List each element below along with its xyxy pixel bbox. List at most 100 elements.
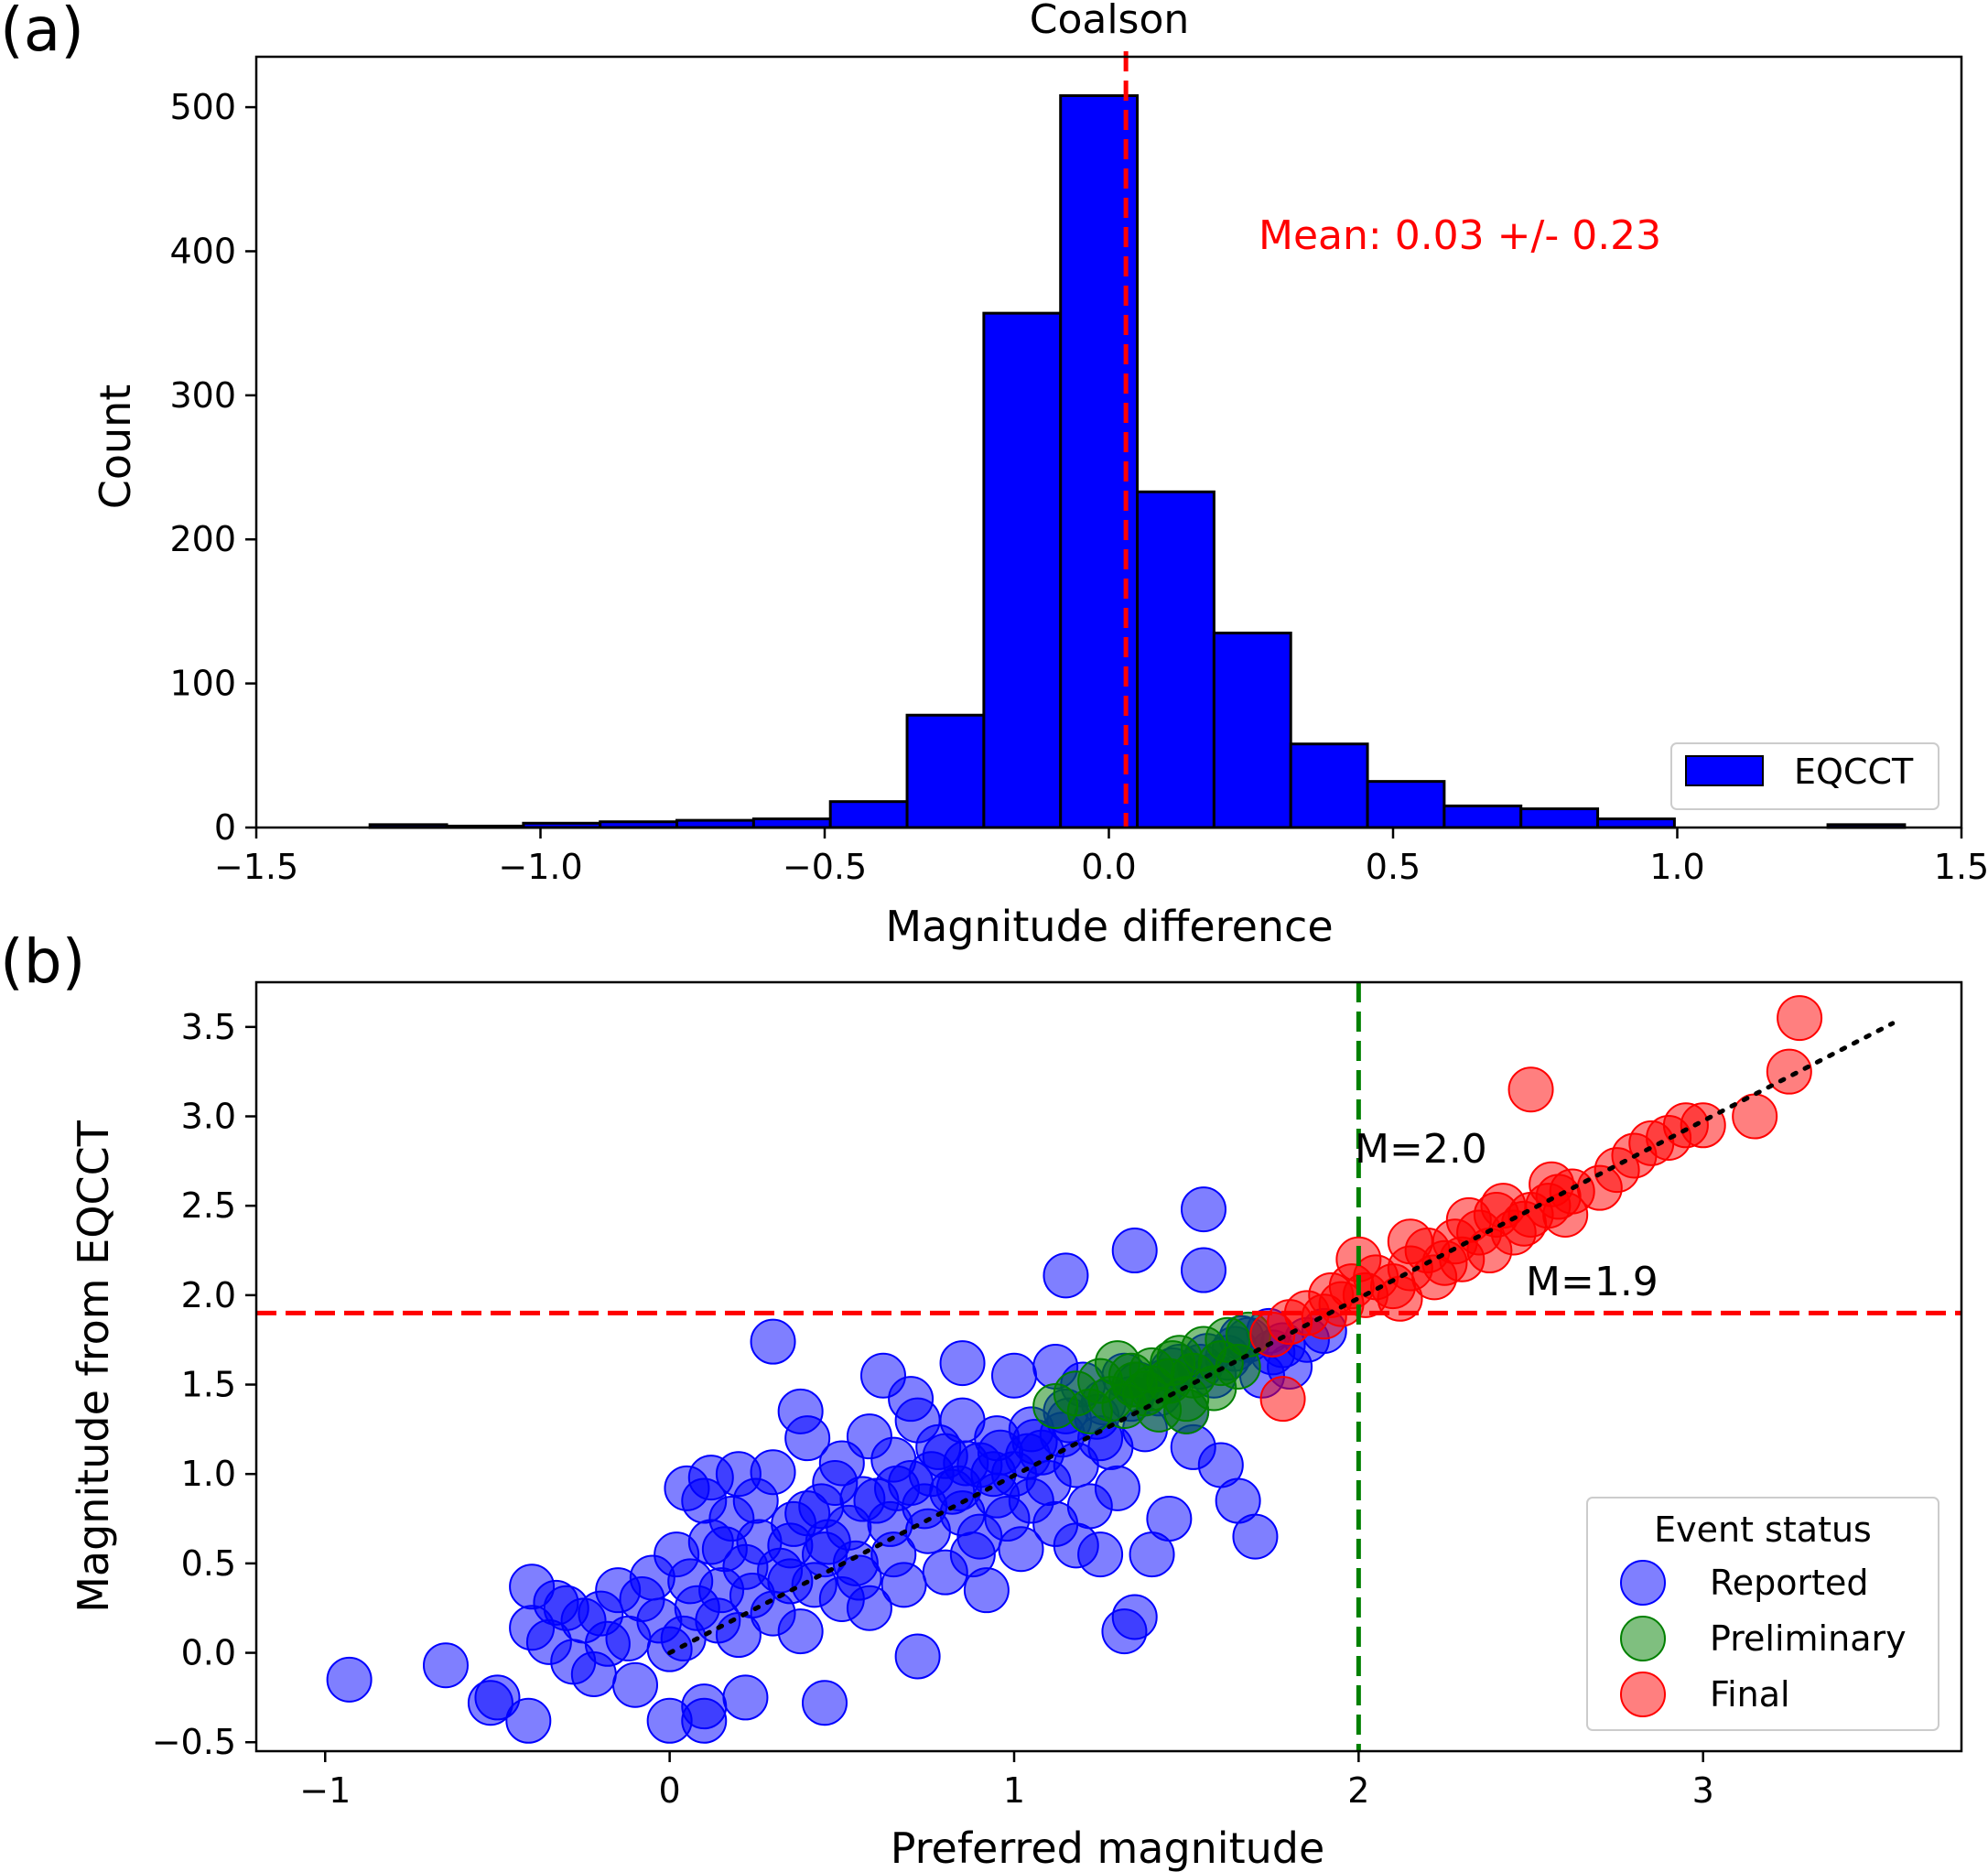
scatter-point-reported bbox=[1053, 1522, 1099, 1569]
histogram-bar bbox=[1212, 632, 1292, 829]
scatter-point-reported bbox=[998, 1526, 1044, 1573]
label-m19: M=1.9 bbox=[1526, 1259, 1658, 1305]
scatter-point-reported bbox=[1181, 1186, 1226, 1233]
scatter-point-final bbox=[1766, 1048, 1812, 1095]
legend-title: Event status bbox=[1654, 1510, 1872, 1550]
scatter-point-reported bbox=[543, 1585, 589, 1631]
x-tick-label: 2 bbox=[1347, 1770, 1369, 1811]
scatter-point-final bbox=[1480, 1183, 1527, 1229]
histogram-bar bbox=[828, 800, 909, 829]
histogram-bar bbox=[1442, 804, 1523, 829]
y-tick-label: 100 bbox=[169, 664, 236, 704]
legend-marker-preliminary bbox=[1620, 1616, 1666, 1661]
scatter-point-final bbox=[1680, 1102, 1726, 1149]
x-tick-label: 3 bbox=[1692, 1770, 1714, 1811]
scatter-point-final bbox=[1732, 1093, 1778, 1140]
fit-line bbox=[667, 1021, 1896, 1656]
scatter-point-reported bbox=[722, 1674, 769, 1721]
scatter-point-reported bbox=[681, 1697, 728, 1744]
scatter-point-reported bbox=[619, 1575, 665, 1622]
histogram-x-label: Magnitude difference bbox=[885, 902, 1333, 951]
y-tick-label: 2.0 bbox=[181, 1275, 236, 1315]
scatter-point-reported bbox=[939, 1340, 986, 1387]
histogram-x-ticks: −1.5 −1.0 −0.5 0.0 0.5 1.0 1.5 bbox=[214, 828, 1988, 887]
scatter-point-reported bbox=[777, 1608, 824, 1655]
scatter-axes-frame bbox=[254, 980, 1963, 1753]
histogram-bar bbox=[1366, 780, 1446, 829]
scatter-point-reported bbox=[881, 1562, 927, 1608]
x-tick-label: 0.5 bbox=[1366, 847, 1421, 887]
scatter-point-reported bbox=[750, 1318, 796, 1365]
scatter-point-reported bbox=[1043, 1252, 1089, 1299]
y-tick-label: 3.5 bbox=[181, 1007, 236, 1047]
scatter-legend-box bbox=[1586, 1497, 1939, 1731]
panel-label-b: (b) bbox=[0, 926, 85, 997]
legend-label-preliminary: Preliminary bbox=[1710, 1618, 1907, 1659]
y-tick-label: −0.5 bbox=[152, 1722, 236, 1762]
x-tick-label: 1 bbox=[1003, 1770, 1025, 1811]
scatter-point-final bbox=[1259, 1376, 1306, 1423]
scatter-point-reported bbox=[681, 1477, 728, 1524]
scatter-point-reported bbox=[1094, 1465, 1140, 1511]
panel-label-a: (a) bbox=[0, 0, 84, 65]
legend-label-reported: Reported bbox=[1710, 1563, 1868, 1603]
x-tick-label: 1.5 bbox=[1934, 847, 1988, 887]
histogram-bar bbox=[1136, 490, 1215, 829]
histogram-title: Coalson bbox=[1030, 0, 1190, 43]
x-tick-label: 0 bbox=[659, 1770, 681, 1811]
y-tick-label: 200 bbox=[169, 519, 236, 559]
scatter-point-reported bbox=[1181, 1247, 1226, 1293]
scatter-x-ticks: −1 0 1 2 3 bbox=[299, 1751, 1714, 1811]
histogram-panel: (a) Coalson Mean: 0.03 +/- 0.23 EQCCT −1… bbox=[0, 0, 1988, 951]
scatter-point-reported bbox=[1101, 1608, 1148, 1655]
legend-swatch-eqcct bbox=[1685, 755, 1764, 786]
scatter-x-label: Preferred magnitude bbox=[891, 1823, 1325, 1872]
histogram-bar bbox=[1596, 817, 1676, 829]
y-tick-label: 1.0 bbox=[181, 1454, 236, 1494]
scatter-point-preliminary bbox=[1150, 1340, 1196, 1387]
scatter-point-reported bbox=[991, 1352, 1037, 1399]
x-tick-label: −1.0 bbox=[498, 847, 582, 887]
histogram-y-ticks: 0 100 200 300 400 500 bbox=[169, 87, 256, 848]
scatter-point-reported bbox=[584, 1620, 631, 1667]
scatter-plot-area bbox=[256, 982, 1961, 1751]
legend-label-final: Final bbox=[1710, 1674, 1790, 1715]
histogram-bar bbox=[1519, 807, 1600, 829]
legend-label-eqcct: EQCCT bbox=[1794, 752, 1914, 792]
scatter-point-reported bbox=[715, 1451, 762, 1498]
scatter-point-final bbox=[1549, 1168, 1595, 1215]
scatter-point-reported bbox=[777, 1388, 824, 1434]
scatter-point-reported bbox=[894, 1633, 941, 1680]
histogram-bar bbox=[982, 311, 1063, 829]
legend-marker-reported bbox=[1620, 1560, 1666, 1606]
scatter-point-reported bbox=[802, 1680, 848, 1726]
scatter-y-label: Magnitude from EQCCT bbox=[69, 1120, 118, 1613]
x-tick-label: 0.0 bbox=[1081, 847, 1136, 887]
y-tick-label: 3.0 bbox=[181, 1097, 236, 1137]
y-tick-label: 0 bbox=[214, 807, 236, 848]
histogram-bar bbox=[751, 817, 832, 829]
y-tick-label: 2.5 bbox=[181, 1185, 236, 1226]
scatter-point-reported bbox=[1232, 1513, 1279, 1560]
histogram-bar bbox=[1289, 742, 1369, 829]
y-tick-label: 1.5 bbox=[181, 1365, 236, 1405]
scatter-point-reported bbox=[326, 1656, 373, 1703]
histogram-legend: EQCCT bbox=[1670, 742, 1939, 810]
scatter-point-final bbox=[1777, 995, 1823, 1042]
scatter-panel: (b) M=2.0 M=1.9 Event status Reported Pr… bbox=[0, 926, 1963, 1872]
scatter-point-reported bbox=[818, 1440, 865, 1487]
x-tick-label: −1 bbox=[299, 1770, 351, 1811]
scatter-point-reported bbox=[423, 1642, 469, 1689]
histogram-bar bbox=[905, 713, 986, 829]
scatter-point-reported bbox=[1146, 1496, 1193, 1542]
scatter-point-reported bbox=[846, 1585, 892, 1631]
scatter-point-reported bbox=[467, 1680, 513, 1726]
y-tick-label: 0.5 bbox=[181, 1543, 236, 1584]
histogram-bars bbox=[368, 93, 1907, 829]
scatter-point-reported bbox=[1111, 1228, 1158, 1274]
scatter-point-reported bbox=[963, 1567, 1010, 1614]
scatter-point-preliminary bbox=[1107, 1352, 1154, 1399]
scatter-point-final bbox=[1507, 1066, 1554, 1113]
scatter-point-reported bbox=[791, 1562, 837, 1608]
